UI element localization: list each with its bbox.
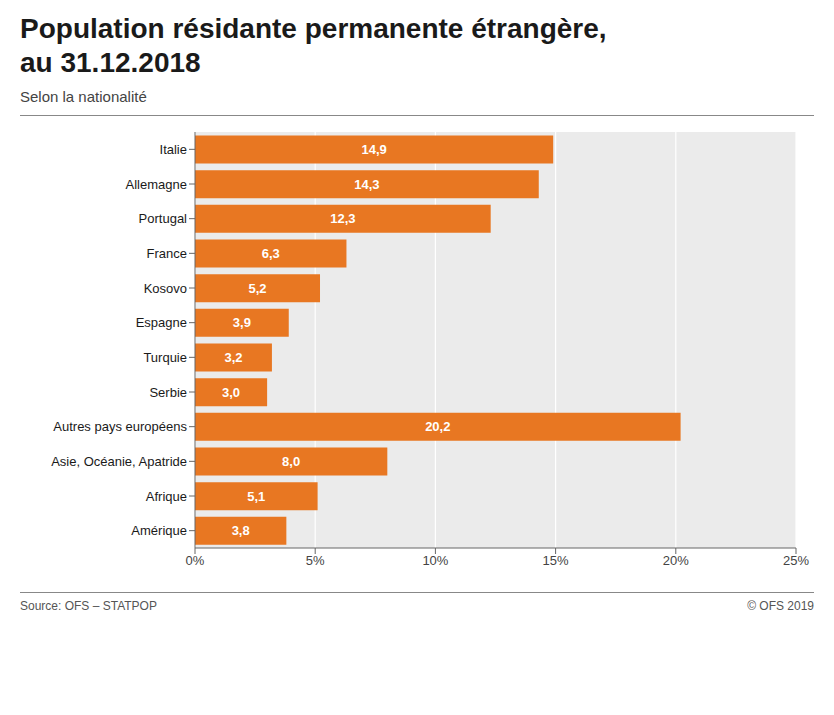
svg-text:5,1: 5,1 — [247, 489, 265, 504]
svg-text:14,9: 14,9 — [361, 142, 386, 157]
svg-text:8,0: 8,0 — [282, 454, 300, 469]
svg-text:Amérique: Amérique — [131, 523, 187, 538]
svg-text:12,3: 12,3 — [330, 211, 355, 226]
html-text:Source: OFS – STATPOP: Source: OFS – STATPOP — [20, 599, 157, 613]
svg-text:14,3: 14,3 — [354, 177, 379, 192]
svg-text:Asie, Océanie, Apatride: Asie, Océanie, Apatride — [51, 454, 187, 469]
svg-text:20,2: 20,2 — [425, 419, 450, 434]
svg-text:25%: 25% — [783, 553, 809, 568]
html-text:au 31.12.2018: au 31.12.2018 — [20, 47, 201, 78]
svg-text:Allemagne: Allemagne — [126, 177, 187, 192]
svg-text:Espagne: Espagne — [136, 315, 187, 330]
html-text:Selon la nationalité: Selon la nationalité — [20, 88, 147, 105]
svg-text:5,2: 5,2 — [248, 281, 266, 296]
html-text:© OFS 2019: © OFS 2019 — [747, 599, 814, 613]
svg-text:Turquie: Turquie — [143, 350, 187, 365]
svg-text:6,3: 6,3 — [262, 246, 280, 261]
svg-text:3,0: 3,0 — [222, 385, 240, 400]
svg-text:20%: 20% — [663, 553, 689, 568]
svg-text:Serbie: Serbie — [149, 385, 187, 400]
svg-text:10%: 10% — [422, 553, 448, 568]
svg-text:5%: 5% — [306, 553, 325, 568]
svg-text:Italie: Italie — [160, 142, 187, 157]
svg-text:France: France — [147, 246, 187, 261]
svg-text:15%: 15% — [543, 553, 569, 568]
svg-text:3,9: 3,9 — [233, 315, 251, 330]
svg-text:Afrique: Afrique — [146, 489, 187, 504]
html-text:Population résidante permanent: Population résidante permanente étrangèr… — [20, 13, 607, 44]
svg-text:Autres pays européens: Autres pays européens — [53, 419, 187, 434]
svg-text:3,8: 3,8 — [232, 523, 250, 538]
svg-text:0%: 0% — [186, 553, 205, 568]
svg-text:Portugal: Portugal — [139, 211, 188, 226]
svg-text:Kosovo: Kosovo — [144, 281, 187, 296]
svg-text:3,2: 3,2 — [224, 350, 242, 365]
